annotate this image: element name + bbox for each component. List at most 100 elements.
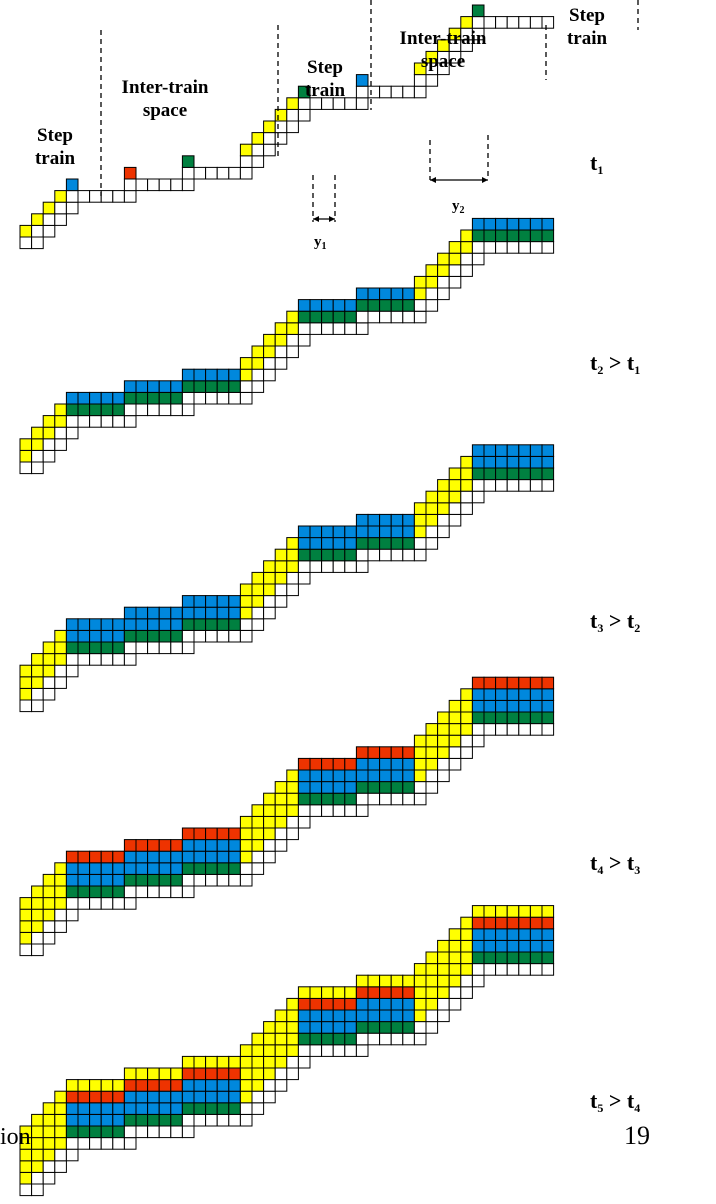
grid-cell — [89, 885, 102, 899]
grid-cell — [413, 757, 427, 771]
grid-cell — [332, 537, 346, 550]
grid-cell — [425, 997, 439, 1011]
grid-cell — [518, 229, 531, 243]
grid-cell — [321, 525, 334, 539]
grid-cell — [19, 687, 33, 701]
grid-cell — [413, 734, 427, 748]
grid-cell — [402, 746, 415, 759]
grid-cell — [100, 391, 114, 405]
grid-cell — [495, 916, 508, 930]
grid-cell — [135, 850, 149, 864]
grid-cell — [263, 804, 276, 817]
grid-cell — [158, 1113, 172, 1127]
grid-cell — [19, 1160, 33, 1173]
grid-cell — [529, 467, 543, 481]
grid-cell — [321, 769, 334, 783]
grid-cell — [448, 711, 462, 725]
grid-cell — [460, 229, 473, 243]
grid-cell — [112, 1079, 125, 1092]
grid-cell — [379, 792, 392, 806]
grid-cell — [274, 1032, 288, 1046]
grid-cell — [495, 711, 508, 725]
grid-cell — [297, 757, 311, 771]
grid-cell — [228, 850, 241, 864]
grid-cell — [193, 166, 207, 180]
grid-cell — [216, 1055, 230, 1069]
grid-cell — [448, 746, 462, 759]
grid-cell — [332, 1044, 346, 1057]
grid-cell — [251, 595, 265, 608]
grid-cell — [471, 905, 485, 918]
grid-cell — [518, 928, 531, 941]
grid-cell — [42, 653, 56, 666]
grid-cell — [54, 897, 67, 910]
grid-cell — [390, 548, 404, 562]
grid-cell — [193, 827, 207, 841]
grid-cell — [251, 1090, 265, 1104]
grid-cell — [402, 974, 415, 988]
grid-cell — [541, 951, 555, 965]
grid-cell — [471, 444, 485, 457]
grid-cell — [413, 974, 427, 988]
grid-cell — [367, 537, 381, 550]
grid-cell — [274, 583, 288, 597]
grid-cell — [54, 403, 67, 417]
grid-cell — [460, 502, 473, 515]
grid-cell — [112, 1113, 125, 1127]
grid-cell — [344, 525, 357, 539]
grid-cell — [65, 391, 79, 405]
grid-cell — [19, 1171, 33, 1185]
grid-cell — [437, 513, 450, 527]
label-step-train-left: Step train — [34, 125, 76, 169]
grid-cell — [274, 120, 288, 134]
grid-cell — [100, 897, 114, 910]
grid-cell — [193, 1067, 207, 1081]
grid-cell — [193, 1079, 207, 1092]
grid-cell — [31, 224, 44, 238]
grid-cell — [263, 1044, 276, 1057]
grid-cell — [286, 804, 299, 817]
grid-cell — [31, 449, 44, 463]
grid-cell — [42, 1148, 56, 1162]
grid-cell — [170, 641, 183, 655]
grid-cell — [89, 618, 102, 631]
grid-cell — [355, 74, 369, 87]
grid-cell — [251, 143, 265, 157]
grid-cell — [518, 16, 531, 29]
grid-cell — [425, 299, 439, 312]
grid-cell — [181, 403, 195, 417]
grid-cell — [321, 1021, 334, 1034]
grid-cell — [54, 664, 67, 678]
grid-cell — [19, 664, 33, 678]
grid-cell — [495, 699, 508, 713]
grid-cell — [170, 618, 183, 631]
grid-cell — [123, 1125, 137, 1139]
grid-cell — [65, 1125, 79, 1139]
grid-cell — [181, 641, 195, 655]
grid-cell — [263, 357, 276, 370]
grid-cell — [89, 897, 102, 910]
grid-cell — [344, 299, 357, 312]
grid-cell — [147, 629, 160, 643]
grid-cell — [448, 479, 462, 492]
grid-cell — [367, 1032, 381, 1046]
grid-cell — [263, 560, 276, 573]
grid-cell — [297, 1032, 311, 1046]
grid-cell — [123, 1079, 137, 1092]
grid-cell — [402, 310, 415, 324]
grid-cell — [425, 986, 439, 999]
grid-cell — [181, 629, 195, 643]
grid-cell — [181, 885, 195, 899]
grid-cell — [448, 939, 462, 953]
grid-cell — [506, 951, 520, 965]
grid-cell — [483, 444, 497, 457]
grid-cell — [31, 676, 44, 689]
grid-cell — [529, 676, 543, 690]
grid-cell — [89, 862, 102, 875]
label-y1: y1 — [314, 234, 327, 252]
grid-cell — [65, 1113, 79, 1127]
grid-cell — [379, 1032, 392, 1046]
grid-cell — [42, 676, 56, 689]
grid-cell — [263, 571, 276, 585]
grid-cell — [448, 699, 462, 713]
